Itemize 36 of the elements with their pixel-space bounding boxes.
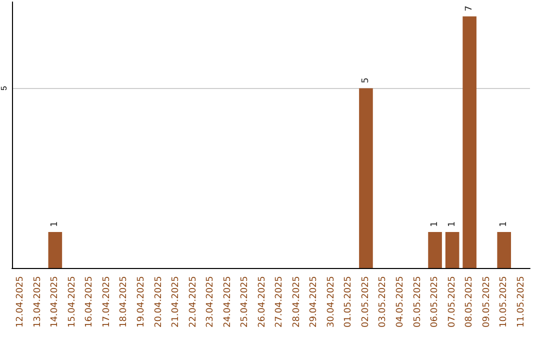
x-tick-label: 29.04.2025 <box>309 276 320 328</box>
x-tick-label: 05.05.2025 <box>412 276 423 328</box>
x-tick-label: 11.05.2025 <box>516 276 526 328</box>
x-tick-label: 01.05.2025 <box>344 276 354 328</box>
x-tick-label: 26.04.2025 <box>257 276 268 328</box>
x-tick-label: 21.04.2025 <box>171 276 182 328</box>
x-tick-label: 06.05.2025 <box>430 276 440 328</box>
data-label: 1 <box>430 221 440 228</box>
x-tick-label: 17.04.2025 <box>102 276 112 328</box>
x-tick-label: 30.04.2025 <box>326 276 336 328</box>
x-tick-label: 10.05.2025 <box>499 276 510 328</box>
x-tick-label: 03.05.2025 <box>378 276 388 328</box>
data-label: 1 <box>447 221 458 228</box>
x-tick-label: 12.04.2025 <box>16 276 26 328</box>
x-tick-label: 09.05.2025 <box>482 276 492 328</box>
x-tick-label: 24.04.2025 <box>222 276 233 328</box>
x-tick-label: 14.04.2025 <box>50 276 60 328</box>
x-tick-label: 20.04.2025 <box>154 276 164 328</box>
data-label: 1 <box>50 221 60 228</box>
data-label: 1 <box>499 221 510 228</box>
x-tick-label: 22.04.2025 <box>188 276 198 328</box>
x-tick-label: 27.04.2025 <box>274 276 285 328</box>
x-tick-label: 16.04.2025 <box>84 276 95 328</box>
x-tick-label: 04.05.2025 <box>396 276 406 328</box>
x-tick-label: 08.05.2025 <box>464 276 475 328</box>
x-tick-label: 07.05.2025 <box>447 276 458 328</box>
x-tick-label: 28.04.2025 <box>292 276 302 328</box>
x-tick-label: 02.05.2025 <box>360 276 371 328</box>
x-tick-label: 18.04.2025 <box>119 276 130 328</box>
data-label: 7 <box>464 6 475 12</box>
x-tick-label: 13.04.2025 <box>32 276 43 328</box>
x-tick-label: 19.04.2025 <box>136 276 146 328</box>
x-tick-label: 15.04.2025 <box>67 276 78 328</box>
data-label: 5 <box>360 78 371 84</box>
x-tick-label: 25.04.2025 <box>240 276 250 328</box>
x-tick-label: 23.04.2025 <box>206 276 216 328</box>
